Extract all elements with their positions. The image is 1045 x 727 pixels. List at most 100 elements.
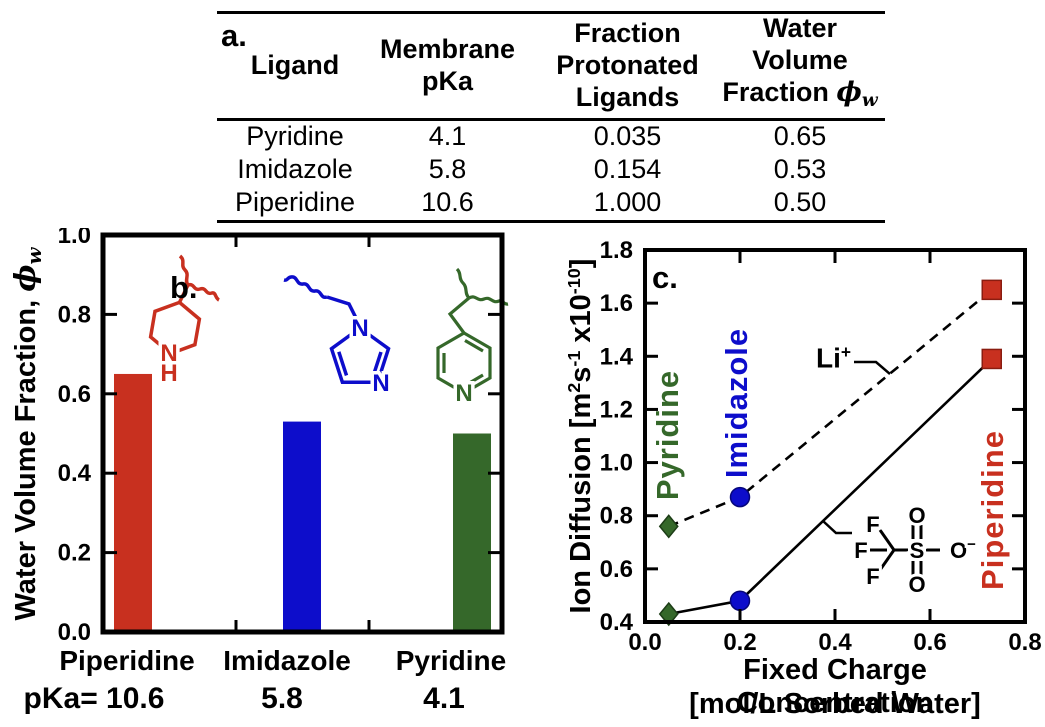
- marker-imidazole-triflate: [729, 590, 751, 611]
- table-row: Pyridine 4.1 0.035 0.65: [215, 120, 887, 153]
- series-line-triflate: [668, 358, 993, 616]
- pka-label: pKa= 10.6: [24, 682, 165, 715]
- panel-c-line-chart: F F F S O O O− 0.0 0.2 0.4 0.6 0.8 0.4 0.6 0.8 1…: [560, 228, 1045, 727]
- marker-imidazole-li: [729, 486, 751, 508]
- hydrogen-atom-label: H: [160, 360, 177, 387]
- bar-pyridine: [453, 433, 491, 632]
- pyridine-structure: N: [436, 267, 509, 411]
- series-line-li: [668, 288, 993, 528]
- x-tick-label: 0.4: [818, 629, 852, 656]
- imidazole-point-label: Imidazole: [719, 327, 754, 479]
- lithium-series-label: Li+: [816, 342, 851, 375]
- y-tick-label: 0.2: [58, 540, 91, 567]
- cell-ligand: Piperidine: [234, 187, 356, 217]
- oxygen-anion-label: O−: [950, 536, 976, 563]
- marker-piperidine-triflate: [981, 348, 1002, 370]
- fluorine-atom-label: F: [866, 564, 879, 589]
- nitrogen-atom-label: N: [455, 380, 472, 407]
- li-text: Li: [816, 342, 841, 374]
- header-fraction-text: Fraction: [574, 18, 681, 48]
- oxygen-atom-label: O: [908, 572, 925, 597]
- pyridine-point-label: Pyridine: [650, 369, 685, 501]
- header-fraction-phi-text: Fraction ϕw: [722, 77, 878, 112]
- oxygen-atom-label: O: [908, 503, 925, 528]
- double-bond: [371, 351, 383, 376]
- bond: [326, 295, 362, 327]
- x-tick-label: 0.6: [913, 629, 946, 656]
- sulfur-atom-label: S: [910, 538, 925, 563]
- bond: [878, 549, 896, 571]
- panel-b-y-axis-label: Water Volume Fraction, ϕw: [8, 247, 46, 621]
- cell-water-volume-fraction: 0.50: [773, 187, 827, 217]
- y-tick-label: 0.6: [600, 556, 633, 583]
- panel-c-label: c.: [652, 260, 678, 295]
- polymer-squiggle-bond: [187, 282, 221, 302]
- panel-c-y-axis-label: Ion Diffusion [m2s-1 x10-10]: [564, 258, 597, 614]
- marker-piperidine-li: [981, 279, 1002, 301]
- y-tick-label: 0.6: [58, 381, 91, 408]
- pka-label: 4.1: [423, 682, 465, 715]
- panel-c-x-axis-label-line2: [mol/L Sorbed Water]: [689, 688, 981, 720]
- x-tick-label: 0.2: [723, 629, 756, 656]
- double-bond: [464, 373, 484, 387]
- bar-imidazole: [283, 421, 321, 632]
- cell-pka: 4.1: [428, 121, 467, 151]
- marker-pyridine-li: [658, 514, 679, 539]
- header-ligands-text: Ligands: [575, 82, 680, 112]
- panel-a-table: a. Ligand Membrane pKa Fraction Protonat…: [215, 8, 887, 224]
- piperidine-point-label: Piperidine: [975, 430, 1010, 590]
- polymer-squiggle-bond: [455, 267, 471, 300]
- cell-fraction-protonated: 1.000: [593, 187, 662, 217]
- plot-frame: [643, 248, 1027, 624]
- panel-b-bar-chart: N H N N N: [0, 228, 560, 727]
- panel-a-label: a.: [221, 18, 247, 53]
- pyridine-ring: [436, 331, 492, 395]
- y-tick-label: 1.6: [600, 290, 633, 317]
- nitrogen-atom-label: N: [372, 370, 389, 397]
- column-header-water-volume-fraction: Water Volume Fraction ϕw: [710, 13, 890, 116]
- y-tick-label: 0.4: [600, 609, 634, 636]
- imidazole-ring: [329, 325, 391, 385]
- y-tick-label: 1.0: [600, 450, 633, 477]
- cell-water-volume-fraction: 0.53: [773, 154, 827, 184]
- fluorine-atom-label: F: [866, 512, 879, 537]
- category-label-piperidine: Piperidine: [59, 645, 194, 676]
- y-tick-label: 0.8: [600, 503, 633, 530]
- y-axis-label-text: Water Volume Fraction,: [10, 291, 43, 621]
- li-charge: +: [840, 342, 852, 362]
- x-tick-label: 0.8: [1008, 629, 1041, 656]
- table-bottom-rule: [217, 220, 885, 223]
- polymer-squiggle-bond: [178, 254, 190, 287]
- column-header-ligand: Ligand: [215, 14, 375, 116]
- triflate-structure: F F F S O O O−: [851, 500, 979, 600]
- imidazole-structure: N N: [283, 275, 393, 401]
- header-protonated-text: Protonated: [556, 50, 699, 80]
- cell-water-volume-fraction: 0.65: [773, 121, 827, 151]
- marker-pyridine-triflate: [658, 601, 679, 627]
- cell-ligand: Pyridine: [246, 121, 344, 151]
- li-callout-line: [854, 360, 891, 375]
- pka-label: 5.8: [261, 682, 303, 715]
- column-header-fraction-protonated: Fraction Protonated Ligands: [525, 14, 730, 116]
- cell-ligand: Imidazole: [237, 154, 353, 184]
- cell-pka: 10.6: [421, 187, 474, 217]
- table-top-rule: [217, 11, 885, 14]
- header-pka-text: pKa: [421, 66, 473, 96]
- y-tick-label: 1.2: [600, 396, 633, 423]
- table-row: Piperidine 10.6 1.000 0.50: [215, 186, 887, 219]
- category-label-imidazole: Imidazole: [223, 645, 351, 676]
- header-membrane-text: Membrane: [379, 34, 516, 64]
- column-header-membrane-pka: Membrane pKa: [370, 14, 525, 116]
- plot-frame: [100, 232, 505, 635]
- y-tick-label: 0.8: [58, 301, 91, 328]
- panel-c-x-axis-label-line1: Fixed Charge Concentration: [736, 654, 934, 719]
- double-bond: [337, 351, 349, 376]
- table-header-rule: [217, 118, 885, 121]
- bond: [878, 529, 896, 551]
- bond: [447, 296, 471, 334]
- cell-fraction-protonated: 0.154: [593, 154, 662, 184]
- double-bond: [464, 339, 484, 353]
- piperidine-structure: N H: [148, 254, 221, 391]
- bar-chart-svg: N H N N N: [24, 228, 509, 715]
- y-tick-label: 1.4: [600, 343, 634, 370]
